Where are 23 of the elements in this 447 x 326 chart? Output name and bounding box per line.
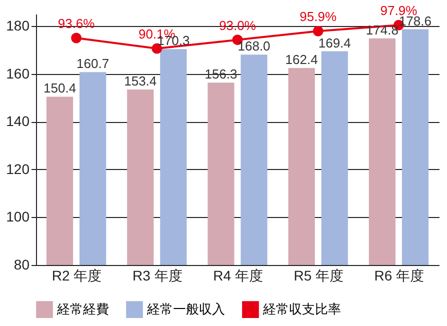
point bbox=[71, 32, 82, 44]
data-label: 168.0 bbox=[238, 38, 270, 54]
y-tick-label: 120 bbox=[6, 160, 30, 177]
x-tick-label: R2 年度 bbox=[52, 268, 102, 284]
data-label: 95.9% bbox=[300, 9, 337, 24]
x-tick-label: R3 年度 bbox=[132, 268, 182, 284]
data-label: 153.4 bbox=[124, 74, 157, 89]
legend-label: 経常収支比率 bbox=[262, 302, 341, 317]
legend-label: 経常経費 bbox=[56, 302, 109, 317]
data-label: 150.4 bbox=[44, 80, 76, 96]
legend-label: 経常一般収入 bbox=[146, 302, 225, 317]
y-tick-label: 160 bbox=[6, 65, 30, 82]
x-tick-label: R4 年度 bbox=[213, 268, 263, 284]
point bbox=[312, 26, 324, 36]
x-tick-label: R6 年度 bbox=[374, 268, 424, 284]
y-tick-label: 180 bbox=[6, 17, 30, 34]
data-label: 169.4 bbox=[318, 35, 351, 50]
y-tick-label: 100 bbox=[6, 208, 30, 225]
data-label: 162.4 bbox=[285, 52, 318, 68]
x-tick-label: R5 年度 bbox=[294, 268, 344, 284]
y-tick-label: 80 bbox=[14, 256, 30, 272]
y-tick-label: 140 bbox=[6, 113, 30, 130]
data-label: 160.7 bbox=[76, 56, 110, 72]
